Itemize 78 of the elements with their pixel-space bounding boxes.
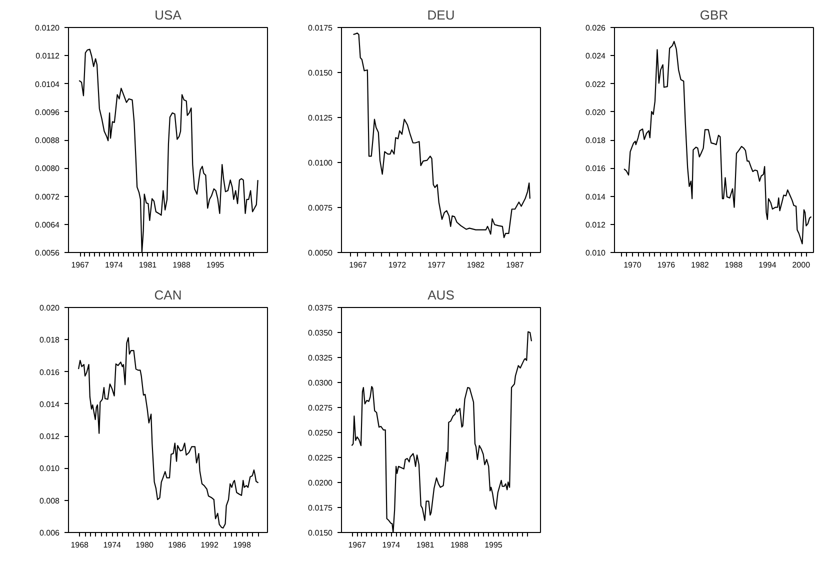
y-tick-label: 0.0225 <box>308 454 334 462</box>
y-tick-label: 0.0250 <box>308 428 334 438</box>
y-tick-label: 0.020 <box>585 108 606 117</box>
y-tick-label: 0.0075 <box>308 204 334 212</box>
x-tick-label: 1974 <box>382 540 401 550</box>
chart-title: DEU <box>427 8 455 22</box>
x-tick-label: 1992 <box>200 540 220 550</box>
x-tick-label: 1977 <box>428 260 446 270</box>
y-tick-label: 0.026 <box>585 24 606 32</box>
y-tick-label: 0.012 <box>39 432 60 442</box>
y-tick-label: 0.0275 <box>308 404 334 412</box>
x-tick-label: 2000 <box>792 260 811 270</box>
y-tick-label: 0.0175 <box>308 24 334 32</box>
chart-title: GBR <box>700 8 728 22</box>
x-tick-label: 1967 <box>349 260 368 270</box>
y-tick-label: 0.0150 <box>308 68 334 78</box>
y-tick-label: 0.010 <box>39 464 60 474</box>
x-tick-label: 1988 <box>172 260 191 270</box>
x-tick-label: 1981 <box>416 540 435 550</box>
x-tick-label: 1981 <box>138 260 158 270</box>
y-tick-label: 0.0350 <box>308 328 334 338</box>
y-tick-label: 0.0200 <box>308 478 334 488</box>
line-series <box>352 32 530 238</box>
chart-title: AUS <box>428 288 455 302</box>
x-tick-label: 1982 <box>466 260 486 270</box>
y-tick-label: 0.024 <box>585 52 606 61</box>
y-tick-label: 0.0088 <box>35 136 60 145</box>
y-tick-label: 0.0325 <box>308 354 334 362</box>
line-series <box>78 337 259 529</box>
y-tick-label: 0.0104 <box>35 80 60 89</box>
chart-title: USA <box>154 8 182 22</box>
x-tick-label: 1988 <box>724 260 744 270</box>
y-tick-label: 0.022 <box>585 80 606 89</box>
y-tick-label: 0.014 <box>39 400 60 409</box>
line-series <box>351 331 532 532</box>
y-tick-label: 0.012 <box>585 220 606 230</box>
x-tick-label: 1974 <box>105 260 124 270</box>
y-tick-label: 0.0064 <box>35 220 60 230</box>
x-tick-label: 1970 <box>624 260 642 270</box>
y-tick-label: 0.0125 <box>308 114 334 122</box>
y-tick-label: 0.0112 <box>36 52 60 61</box>
x-tick-label: 1995 <box>484 540 503 550</box>
y-tick-label: 0.0072 <box>35 192 60 202</box>
y-tick-label: 0.006 <box>39 528 60 538</box>
y-tick-label: 0.0056 <box>35 248 60 258</box>
y-tick-label: 0.0080 <box>35 164 60 174</box>
y-tick-label: 0.008 <box>39 496 60 506</box>
x-tick-label: 1980 <box>136 540 154 550</box>
x-tick-label: 1988 <box>450 540 469 550</box>
x-tick-label: 1967 <box>71 260 90 270</box>
x-tick-label: 1982 <box>691 260 710 270</box>
y-tick-label: 0.0120 <box>35 24 60 32</box>
y-tick-label: 0.016 <box>39 368 60 377</box>
chart-title: CAN <box>154 288 182 302</box>
y-tick-label: 0.010 <box>585 248 606 258</box>
y-tick-label: 0.0300 <box>308 378 334 388</box>
line-series <box>78 48 258 252</box>
x-tick-label: 1986 <box>168 540 187 550</box>
x-tick-label: 1998 <box>233 540 252 550</box>
y-tick-label: 0.014 <box>585 192 606 202</box>
x-tick-label: 1972 <box>388 260 407 270</box>
x-tick-label: 1976 <box>657 260 676 270</box>
y-tick-label: 0.016 <box>585 164 606 174</box>
y-tick-label: 0.0050 <box>308 248 334 258</box>
x-tick-label: 1967 <box>348 540 367 550</box>
y-tick-label: 0.018 <box>585 136 606 145</box>
x-tick-label: 1968 <box>70 540 90 550</box>
y-tick-label: 0.020 <box>39 304 60 312</box>
x-tick-label: 1995 <box>206 260 225 270</box>
x-tick-label: 1987 <box>506 260 524 270</box>
y-tick-label: 0.0100 <box>308 158 334 168</box>
x-tick-label: 1974 <box>103 540 122 550</box>
y-tick-label: 0.0175 <box>308 504 334 512</box>
y-tick-label: 0.018 <box>39 336 60 345</box>
y-tick-label: 0.0150 <box>308 528 334 538</box>
x-tick-label: 1994 <box>758 260 777 270</box>
y-tick-label: 0.0375 <box>308 304 334 312</box>
y-tick-label: 0.0096 <box>35 108 60 117</box>
